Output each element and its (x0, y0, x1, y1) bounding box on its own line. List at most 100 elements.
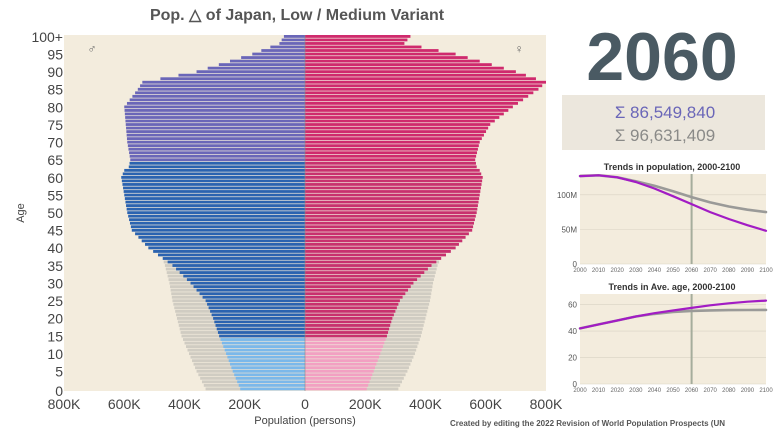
y-tick-5: 5 (55, 364, 63, 380)
male-bar-age-97 (270, 45, 305, 49)
female-bar-age-86 (305, 84, 543, 88)
female-bar-age-70 (305, 140, 480, 144)
male-bar-age-18 (215, 324, 305, 327)
male-bar-age-32 (183, 274, 305, 278)
female-bar-age-85 (305, 87, 539, 91)
male-bar-age-76 (125, 119, 305, 123)
male-bar-age-35 (172, 264, 305, 267)
male-bar-age-11 (224, 348, 305, 352)
total-medium: Σ 96,631,409 (615, 126, 715, 145)
female-bar-age-27 (305, 292, 406, 296)
x-axis-label: Population (persons) (254, 415, 356, 427)
male-bar-age-90 (196, 70, 305, 74)
pyramid-bars (121, 35, 546, 391)
female-bar-age-42 (305, 239, 463, 243)
male-bar-age-37 (162, 257, 305, 260)
male-bar-age-36 (167, 260, 305, 264)
female-bar-age-38 (305, 253, 446, 257)
male-bar-age-72 (126, 133, 305, 137)
male-bar-age-67 (129, 151, 305, 155)
pop-y-tick-2: 100M (557, 191, 577, 200)
male-bar-age-81 (126, 101, 306, 105)
male-bar-age-23 (208, 306, 305, 310)
age-x-tick-2030: 2030 (629, 388, 643, 394)
female-bar-age-63 (305, 165, 477, 169)
male-bar-age-26 (202, 295, 305, 299)
pop-x-tick-2020: 2020 (611, 268, 625, 274)
male-bar-age-77 (125, 116, 305, 119)
x-tick-left-2: 400K (168, 396, 201, 412)
male-bar-age-0 (240, 387, 305, 391)
female-bar-age-8 (305, 359, 378, 363)
female-bar-age-12 (305, 345, 383, 348)
male-bar-age-38 (157, 253, 305, 257)
male-bar-age-47 (129, 221, 305, 225)
male-bar-age-13 (221, 341, 305, 345)
female-bar-age-51 (305, 207, 478, 211)
female-bar-age-69 (305, 144, 479, 148)
y-tick-0: 0 (55, 383, 63, 399)
y-tick-85: 85 (47, 82, 63, 98)
age-y-tick-1: 20 (568, 354, 577, 363)
female-bar-age-33 (305, 271, 425, 274)
male-bar-age-55 (124, 193, 305, 197)
male-bar-age-62 (124, 168, 305, 172)
female-bar-age-55 (305, 193, 480, 197)
female-bar-age-89 (305, 73, 526, 77)
female-bar-age-94 (305, 56, 468, 59)
female-bar-age-35 (305, 264, 432, 267)
male-bar-age-40 (148, 246, 305, 250)
male-bar-age-64 (129, 161, 305, 165)
female-bar-age-13 (305, 341, 385, 345)
male-bar-age-91 (207, 66, 305, 70)
male-bar-age-41 (145, 242, 305, 246)
male-bar-age-94 (241, 56, 305, 59)
male-bar-age-31 (186, 278, 305, 282)
female-bar-age-79 (305, 109, 509, 112)
female-bar-age-50 (305, 211, 477, 215)
x-tick-right-0: 200K (349, 396, 382, 412)
male-bar-age-51 (126, 207, 305, 211)
pop-y-tick-1: 50M (561, 225, 577, 234)
male-bar-age-80 (124, 105, 305, 109)
pop-trend-grid (580, 174, 766, 265)
female-bar-age-14 (305, 338, 386, 341)
pop-trend-lines (578, 174, 768, 232)
y-tick-20: 20 (47, 311, 63, 327)
male-bar-age-21 (211, 313, 305, 317)
female-bar-age-44 (305, 232, 469, 236)
male-bar-age-2 (237, 380, 305, 384)
pyramid-x-ticks: 800K 600K 400K 200K 0 200K 400K 600K 800K (48, 396, 563, 412)
female-bar-age-90 (305, 70, 516, 74)
male-bar-age-87 (142, 80, 305, 84)
female-bar-age-28 (305, 288, 409, 292)
pop-x-tick-2050: 2050 (666, 268, 680, 274)
y-tick-90: 90 (47, 64, 63, 80)
female-bar-age-56 (305, 190, 481, 193)
male-bar-age-25 (205, 299, 305, 303)
male-bar-age-43 (138, 235, 305, 239)
male-bar-age-79 (124, 109, 306, 112)
totals-box (562, 95, 765, 150)
female-bar-age-3 (305, 376, 371, 380)
female-bar-age-19 (305, 320, 392, 324)
male-bar-age-20 (213, 316, 305, 320)
female-bar-age-2 (305, 380, 370, 384)
female-bar-age-5 (305, 369, 374, 373)
female-bar-age-39 (305, 250, 451, 253)
y-tick-75: 75 (47, 117, 63, 133)
male-bar-age-68 (128, 147, 305, 151)
female-bar-age-9 (305, 355, 379, 359)
male-bar-age-4 (234, 373, 305, 377)
female-bar-age-59 (305, 179, 483, 183)
female-bar-age-53 (305, 200, 479, 204)
total-low: Σ 86,549,840 (615, 103, 715, 122)
pop-line-low (578, 174, 768, 232)
female-bar-age-7 (305, 362, 377, 366)
y-tick-100: 100+ (31, 29, 63, 45)
male-bar-age-16 (217, 331, 305, 334)
male-bar-age-71 (126, 137, 306, 141)
male-bar-age-100 (283, 35, 305, 38)
male-bar-age-73 (126, 130, 305, 133)
female-bar-age-15 (305, 334, 387, 338)
